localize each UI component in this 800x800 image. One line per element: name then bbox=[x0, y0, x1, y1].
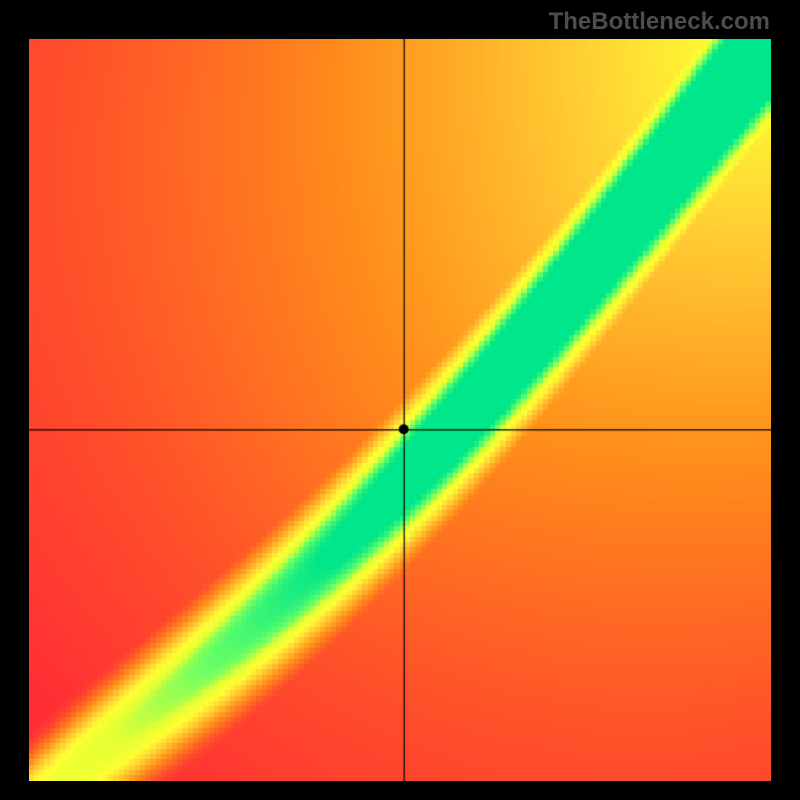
chart-container: TheBottleneck.com bbox=[0, 0, 800, 800]
watermark-text: TheBottleneck.com bbox=[549, 8, 770, 36]
bottleneck-heatmap bbox=[29, 39, 771, 781]
